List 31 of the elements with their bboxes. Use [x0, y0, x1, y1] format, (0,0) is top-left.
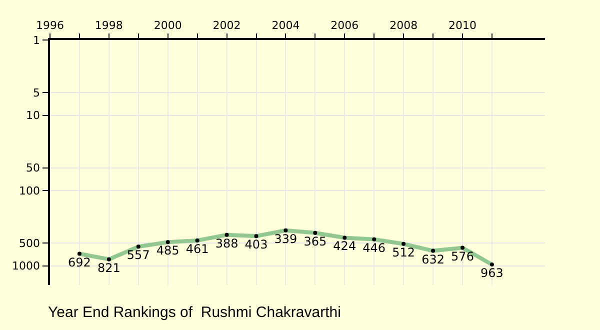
y-tick-label: 5 [33, 86, 40, 100]
data-label: 461 [186, 242, 209, 256]
x-tick-label: 2008 [390, 18, 418, 32]
y-tick-label: 50 [26, 162, 40, 175]
x-tick-label: 2004 [272, 18, 300, 32]
data-label: 403 [244, 238, 268, 252]
text: Year End Rankings of Rushmi Chakravarthi [48, 304, 341, 321]
x-tick-label: 2006 [330, 18, 359, 32]
data-label: 365 [304, 234, 327, 248]
x-tick-label: 1996 [36, 18, 64, 32]
x-tick-label: 2010 [448, 18, 476, 32]
data-label: 446 [362, 240, 386, 255]
data-label: 576 [451, 249, 474, 264]
data-label: 557 [126, 248, 150, 262]
x-tick-label: 2000 [154, 18, 182, 32]
y-tick-label: 10 [26, 109, 40, 122]
y-tick-label: 500 [19, 236, 40, 250]
y-tick-label: 1 [33, 34, 40, 47]
data-label: 692 [68, 255, 91, 270]
data-label: 821 [97, 260, 120, 275]
data-label: 424 [333, 239, 356, 254]
data-label: 632 [422, 252, 444, 266]
x-tick-label: 2002 [212, 18, 241, 32]
y-tick-label: 1000 [12, 260, 40, 273]
data-label: 512 [392, 245, 416, 260]
data-label: 388 [215, 236, 238, 250]
data-label: 339 [274, 232, 298, 246]
y-tick-label: 100 [19, 184, 40, 198]
data-label: 963 [480, 266, 504, 280]
x-tick-label: 1998 [94, 18, 123, 32]
data-label: 485 [156, 244, 180, 258]
